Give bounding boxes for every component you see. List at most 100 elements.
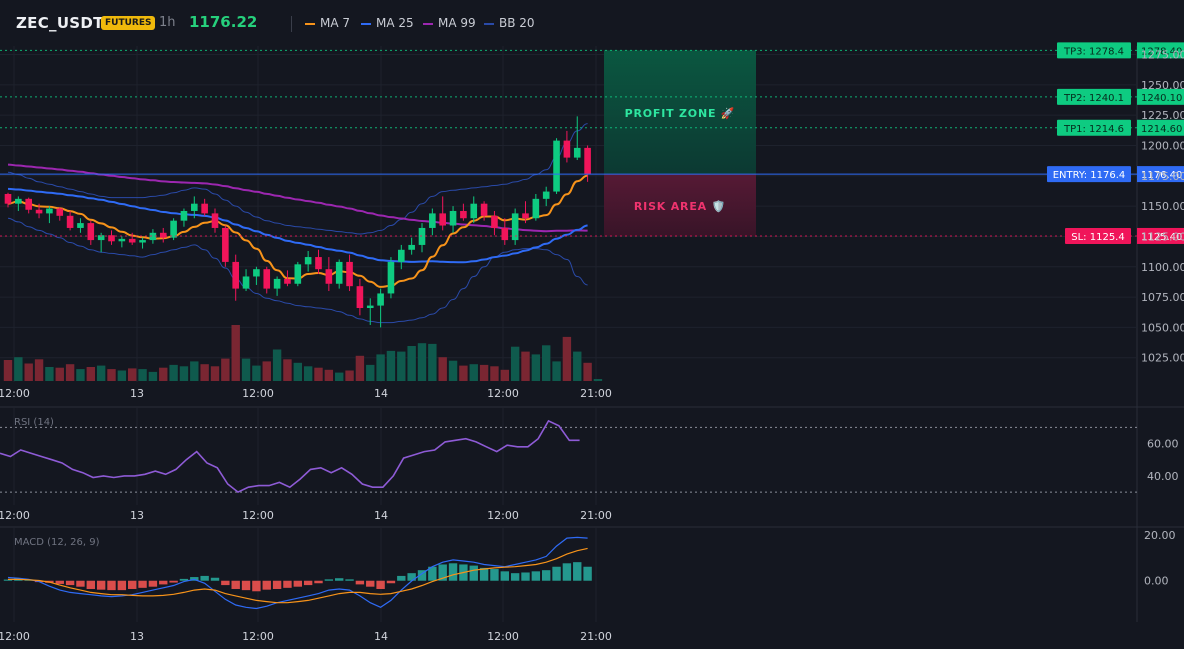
legend-ma7[interactable]: MA 7 — [305, 16, 350, 30]
volume-bar — [138, 369, 147, 381]
candle-body — [532, 198, 540, 219]
macd-histogram-bar — [272, 580, 282, 589]
legend-ma99[interactable]: MA 99 — [423, 16, 476, 30]
candle-body — [304, 257, 312, 265]
candle-body — [97, 235, 105, 241]
legend-bb20[interactable]: BB 20 — [484, 16, 535, 30]
volume-bar — [510, 346, 520, 381]
candle-body — [4, 193, 12, 204]
volume-bar — [345, 370, 354, 381]
volume-bar — [335, 372, 344, 381]
macd-histogram-bar — [117, 580, 127, 591]
candle-body — [553, 140, 560, 192]
candle-body — [408, 244, 415, 250]
macd-signal-line — [8, 547, 588, 604]
macd-histogram-bar — [417, 570, 427, 581]
sl-axis-box — [1137, 227, 1184, 244]
macd-histogram-bar — [241, 580, 251, 591]
price-tick-label: 1225.00 — [1141, 109, 1184, 122]
macd-histogram-bar — [128, 580, 137, 589]
macd-histogram-bar — [479, 567, 489, 581]
volume-bar — [552, 361, 561, 381]
price-tick-label: 1275.00 — [1141, 48, 1184, 61]
macd-histogram-bar — [3, 579, 13, 581]
candle-body — [211, 213, 219, 228]
rsi-title: RSI (14) — [14, 417, 54, 428]
macd-histogram-bar — [159, 580, 168, 585]
macd-histogram-bar — [552, 566, 561, 581]
candle-body — [232, 261, 239, 289]
ma25-line — [7, 187, 588, 264]
macd-histogram-bar — [210, 577, 220, 581]
candle-body — [139, 240, 146, 243]
macd-histogram-bar — [314, 580, 323, 584]
legend-ma25[interactable]: MA 25 — [361, 16, 414, 30]
volume-bar — [117, 370, 127, 381]
symbol-label[interactable]: ZEC_USDT — [16, 14, 104, 32]
time-tick-label: 12:00 — [487, 630, 519, 643]
time-tick-label: 12:00 — [242, 387, 274, 400]
risk-zone-label: RISK AREA 🛡️ — [634, 200, 726, 213]
volume-bar — [3, 360, 13, 381]
entry-label: ENTRY: 1176.4 — [1053, 170, 1126, 181]
time-tick-label: 14 — [374, 387, 388, 400]
macd-histogram-bar — [148, 580, 158, 587]
time-tick-label: 12:00 — [242, 630, 274, 643]
price-tick-label: 1125.00 — [1141, 230, 1184, 243]
volume-bar — [303, 366, 313, 381]
price-tick-label: 1050.00 — [1141, 321, 1184, 334]
tp3-axis-box — [1137, 42, 1184, 59]
macd-histogram-bar — [179, 578, 189, 581]
candle-body — [387, 261, 395, 294]
macd-histogram-bar — [542, 570, 551, 581]
macd-histogram-bar — [283, 580, 292, 588]
price-tick-label: 1100.00 — [1141, 261, 1184, 274]
volume-bar — [324, 369, 334, 381]
candle-body — [511, 213, 519, 241]
macd-histogram-bar — [169, 580, 178, 583]
macd-title: MACD (12, 26, 9) — [14, 537, 100, 548]
volume-bar — [148, 371, 158, 381]
volume-bar — [65, 364, 75, 381]
volume-bar — [169, 364, 178, 381]
candle-body — [56, 208, 64, 216]
tp1-axis-value: 1214.60 — [1141, 124, 1182, 135]
volume-bar — [593, 379, 603, 381]
time-tick-label: 14 — [374, 509, 388, 522]
candle-body — [263, 269, 271, 289]
volume-bar — [376, 354, 385, 381]
volume-bar — [210, 366, 220, 381]
volume-bar — [314, 367, 323, 381]
volume-bar — [128, 368, 137, 381]
candle-body — [584, 147, 591, 175]
volume-bar — [45, 367, 54, 381]
volume-bar — [86, 367, 95, 381]
macd-histogram-bar — [252, 580, 261, 592]
candle-body — [366, 305, 374, 309]
tp3-label: TP3: 1278.4 — [1063, 46, 1124, 57]
macd-histogram-bar — [510, 573, 520, 581]
timeframe-label[interactable]: 1h — [159, 15, 176, 30]
volume-bar — [262, 361, 271, 381]
candle-body — [66, 215, 74, 228]
candle-body — [77, 223, 84, 228]
volume-bar — [407, 346, 416, 381]
macd-line — [7, 536, 588, 610]
volume-bar — [448, 360, 458, 381]
volume-bar — [490, 366, 499, 381]
entry-axis-value: 1176.40 — [1141, 170, 1182, 181]
rsi-tick-label: 40.00 — [1147, 470, 1179, 483]
candle-body — [563, 140, 571, 158]
candle-body — [25, 198, 32, 210]
volume-bar — [200, 364, 209, 381]
candle-body — [356, 286, 364, 309]
candle-body — [201, 203, 208, 214]
macd-histogram-bar — [138, 580, 147, 588]
price-tick-label: 1075.00 — [1141, 291, 1184, 304]
sl-axis-value: 1125.40 — [1141, 232, 1182, 243]
macd-histogram-bar — [500, 571, 509, 581]
candle-body — [118, 238, 126, 242]
time-tick-label: 12:00 — [0, 387, 30, 400]
macd-histogram-bar — [438, 564, 447, 581]
